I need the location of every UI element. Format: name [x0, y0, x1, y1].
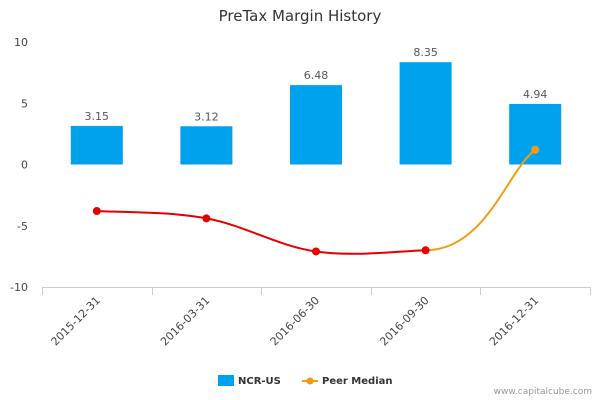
- x-tick-label: 2016-09-30: [377, 294, 431, 348]
- y-tick-label: 5: [21, 97, 28, 110]
- x-tick-label: 2016-06-30: [268, 294, 322, 348]
- red-line: [96, 210, 426, 255]
- bar: [399, 62, 452, 165]
- x-tick-label: 2016-12-31: [487, 294, 541, 348]
- bar-value-label: 6.48: [304, 69, 329, 82]
- red-point: [92, 207, 101, 216]
- chart-title: PreTax Margin History: [219, 7, 382, 25]
- legend-marker-peer: [306, 377, 314, 385]
- red-point: [421, 246, 430, 255]
- bar-value-label: 3.15: [85, 110, 110, 123]
- x-axis: 2015-12-31 2016-03-31 2016-06-30 2016-09-30…: [42, 287, 591, 348]
- bar-value-label: 4.94: [523, 88, 548, 101]
- bar: [180, 126, 233, 165]
- credit-text: www.capitalcube.com: [494, 387, 592, 397]
- x-tick-label: 2016-03-31: [158, 294, 212, 348]
- legend: NCR-US Peer Median: [218, 375, 393, 387]
- y-tick-label: 0: [21, 159, 28, 172]
- y-tick-label: -10: [10, 281, 28, 294]
- line-series: [92, 145, 540, 256]
- bar-value-label: 8.35: [413, 46, 438, 59]
- y-tick-label: 10: [14, 36, 28, 49]
- bar-value-label: 3.12: [194, 110, 219, 123]
- legend-label-ncr[interactable]: NCR-US: [238, 376, 281, 387]
- red-point: [312, 247, 320, 256]
- legend-swatch-ncr: [218, 375, 234, 386]
- bar: [290, 85, 342, 165]
- y-axis: 10 5 0 -5 -10: [10, 36, 28, 294]
- y-tick-label: -5: [17, 220, 28, 233]
- bar: [509, 103, 562, 165]
- red-point: [202, 214, 211, 223]
- legend-label-peer[interactable]: Peer Median: [322, 376, 393, 387]
- bar-series: 3.15 3.12 6.48 8.35 4.94: [70, 46, 562, 165]
- x-tick-label: 2015-12-31: [49, 294, 103, 348]
- bar: [70, 125, 123, 165]
- peer-median-point: [531, 145, 540, 154]
- peer-connector-line: [425, 148, 536, 252]
